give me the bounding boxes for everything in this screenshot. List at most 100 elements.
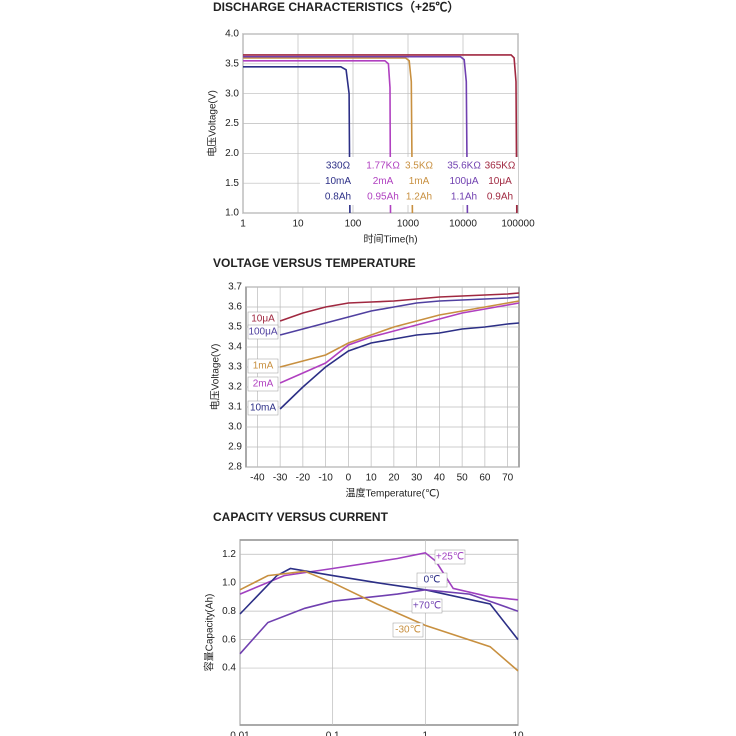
y-tick-label: 3.6: [228, 302, 242, 313]
y-tick-label: 2.9: [228, 442, 242, 453]
y-tick-label: 1.0: [222, 577, 236, 588]
data-line: [279, 300, 520, 368]
y-axis-label: 容量Capacity(Ah): [203, 594, 216, 672]
x-tick-label: 0.01: [230, 731, 250, 736]
x-tick-label: -20: [296, 473, 311, 484]
x-tick-label: 70: [502, 473, 514, 484]
y-tick-label: 3.4: [228, 342, 242, 353]
data-line: [279, 292, 520, 322]
x-tick-label: 20: [388, 473, 400, 484]
x-tick-label: 100: [345, 219, 362, 230]
data-line: [279, 302, 520, 384]
series-label: +25℃: [436, 552, 464, 563]
series-label: 0℃: [424, 575, 441, 586]
data-line: [239, 551, 519, 601]
x-tick-label: 40: [434, 473, 446, 484]
x-tick-label: 30: [411, 473, 423, 484]
data-line: [243, 54, 518, 214]
x-tick-label: 100000: [501, 219, 535, 230]
chart-title: CAPACITY VERSUS CURRENT: [213, 510, 389, 524]
y-tick-label: 0.4: [222, 663, 236, 674]
y-tick-label: 3.7: [228, 282, 242, 293]
label-box: [411, 598, 443, 614]
series-label: +70℃: [413, 601, 441, 612]
x-tick-label: -30: [273, 473, 288, 484]
y-tick-label: 3.1: [228, 402, 242, 413]
data-line: [279, 322, 520, 410]
data-line: [243, 55, 469, 214]
legend-entry: 1.2Ah: [406, 192, 432, 203]
plot-area: [239, 539, 519, 726]
x-tick-label: 0: [346, 473, 352, 484]
x-tick-label: 10: [292, 219, 304, 230]
y-tick-label: 0.6: [222, 634, 236, 645]
x-tick-label: 50: [457, 473, 469, 484]
label-box: [247, 376, 279, 392]
y-tick-label: 3.5: [228, 322, 242, 333]
legend-entry: 35.6KΩ: [447, 161, 481, 172]
y-tick-label: 1.0: [225, 208, 239, 219]
x-tick-label: 1000: [397, 219, 420, 230]
y-tick-label: 2.0: [225, 148, 239, 159]
legend-entry: 0.9Ah: [487, 192, 513, 203]
x-tick-label: 1: [423, 731, 429, 736]
label-box: [247, 324, 279, 340]
legend-entry: 2mA: [373, 176, 394, 187]
data-line: [243, 60, 392, 214]
data-line: [279, 296, 520, 336]
y-tick-label: 3.2: [228, 382, 242, 393]
data-line: [243, 66, 351, 214]
x-tick-label: -10: [318, 473, 333, 484]
y-tick-label: 4.0: [225, 29, 239, 40]
series-label: 10μA: [251, 314, 275, 325]
data-line: [239, 570, 519, 672]
data-line: [243, 57, 414, 214]
y-tick-label: 3.0: [228, 422, 242, 433]
y-axis-label: 电压Voltage(V): [209, 344, 222, 411]
y-tick-label: 1.2: [222, 549, 236, 560]
legend-entry: 3.5KΩ: [405, 161, 434, 172]
x-tick-label: 0.1: [326, 731, 340, 736]
y-tick-label: 0.8: [222, 606, 236, 617]
series-label: 1mA: [253, 361, 274, 372]
label-box: [247, 400, 279, 416]
label-box: [392, 622, 424, 638]
series-label: 10mA: [250, 403, 276, 414]
chart-title: DISCHARGE CHARACTERISTICS（+25℃）: [213, 0, 459, 14]
legend-entry: 1.77KΩ: [366, 161, 400, 172]
series-label: -30℃: [395, 625, 421, 636]
y-tick-label: 3.3: [228, 362, 242, 373]
legend-entry: 365KΩ: [485, 161, 516, 172]
x-tick-label: 60: [479, 473, 491, 484]
legend-entry: 330Ω: [326, 161, 351, 172]
x-axis-label: 时间Time(h): [363, 233, 417, 246]
y-tick-label: 2.5: [225, 118, 239, 129]
legend-entry: 0.8Ah: [325, 192, 351, 203]
legend-entry: 1mA: [409, 176, 430, 187]
y-axis-label: 电压Voltage(V): [206, 90, 219, 157]
label-box: [434, 549, 466, 565]
x-tick-label: 10: [512, 731, 524, 736]
series-label: 2mA: [253, 379, 274, 390]
x-tick-label: -40: [250, 473, 265, 484]
x-tick-label: 1: [240, 219, 246, 230]
y-tick-label: 3.0: [225, 88, 239, 99]
legend-entry: 10μA: [488, 176, 512, 187]
x-tick-label: 10: [366, 473, 378, 484]
legend-entry: 100μA: [449, 176, 478, 187]
legend-entry: 0.95Ah: [367, 192, 399, 203]
chart-title: VOLTAGE VERSUS TEMPERATURE: [213, 256, 416, 270]
series-label: 100μA: [248, 327, 277, 338]
legend-entry: 10mA: [325, 176, 351, 187]
x-axis-label: 温度Temperature(℃): [345, 487, 439, 500]
plot-area: [245, 286, 520, 468]
legend-entry: 1.1Ah: [451, 192, 477, 203]
legend-box: [320, 157, 518, 205]
label-box: [416, 572, 448, 588]
y-tick-label: 1.5: [225, 178, 239, 189]
y-tick-label: 2.8: [228, 462, 242, 473]
y-tick-label: 3.5: [225, 58, 239, 69]
label-box: [247, 358, 279, 374]
x-tick-label: 10000: [449, 219, 477, 230]
